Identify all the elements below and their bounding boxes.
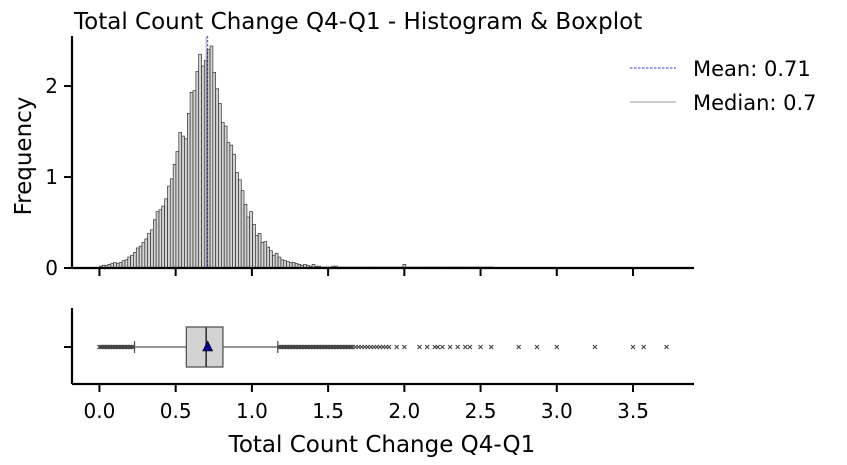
histogram-bar bbox=[218, 102, 222, 269]
histogram-bar bbox=[178, 132, 183, 269]
outlier-marker bbox=[348, 344, 354, 350]
x-tick-label: 2.5 bbox=[465, 399, 497, 423]
outlier-marker bbox=[447, 344, 453, 350]
outlier-marker bbox=[664, 344, 669, 350]
outlier-marker bbox=[401, 344, 407, 350]
x-axis-label: Total Count Change Q4-Q1 bbox=[228, 432, 536, 458]
outlier-marker bbox=[478, 344, 483, 350]
histogram-bar bbox=[274, 253, 279, 269]
x-tick-label: 1.5 bbox=[312, 399, 344, 423]
histogram-bar bbox=[235, 172, 239, 269]
histogram-bar bbox=[246, 216, 251, 269]
histogram-bar bbox=[127, 256, 131, 269]
histogram-bar bbox=[277, 256, 282, 269]
outlier-marker bbox=[455, 344, 461, 350]
histogram-bar bbox=[135, 247, 140, 269]
x-tick-label: 2.0 bbox=[388, 399, 420, 423]
outlier-marker bbox=[592, 344, 598, 350]
histogram-bar bbox=[269, 250, 273, 269]
histogram-bar bbox=[221, 122, 225, 269]
histogram-bar bbox=[150, 229, 154, 269]
histogram-bar bbox=[198, 53, 202, 269]
outlier-marker bbox=[130, 344, 136, 350]
histogram-bar bbox=[164, 198, 168, 269]
outlier-marker bbox=[129, 344, 134, 350]
x-tick-label: 3.5 bbox=[617, 399, 649, 423]
outlier-marker bbox=[424, 344, 430, 350]
histogram-bar bbox=[260, 242, 265, 269]
histogram-bar bbox=[161, 205, 165, 269]
histogram-axes: 0 1 2 bbox=[45, 36, 694, 280]
histogram-bar bbox=[263, 241, 268, 269]
outlier-marker bbox=[641, 344, 647, 350]
chart-title: Total Count Change Q4-Q1 - Histogram & B… bbox=[73, 9, 642, 35]
x-tick-label: 0.5 bbox=[160, 399, 192, 423]
y-tick-label: 0 bbox=[45, 256, 58, 280]
outlier-marker bbox=[386, 344, 392, 350]
outlier-marker bbox=[554, 344, 560, 350]
x-tick-label: 0.0 bbox=[84, 399, 116, 423]
histogram-bar bbox=[232, 153, 236, 269]
outlier-marker bbox=[417, 344, 422, 350]
legend: Mean: 0.71 Median: 0.7 bbox=[630, 57, 817, 115]
outlier-marker bbox=[467, 344, 473, 350]
histogram-bar bbox=[184, 138, 188, 269]
outlier-marker bbox=[440, 344, 445, 350]
legend-label: Mean: 0.71 bbox=[693, 57, 811, 81]
outlier-marker bbox=[534, 344, 540, 350]
x-tick-label: 3.0 bbox=[541, 399, 573, 423]
mean-marker bbox=[202, 340, 214, 352]
outlier-marker bbox=[516, 344, 522, 350]
histogram-bars bbox=[99, 45, 494, 269]
histogram-bar bbox=[240, 190, 245, 269]
histogram-bar bbox=[169, 178, 174, 269]
outlier-marker bbox=[630, 344, 636, 350]
histogram-bar bbox=[141, 242, 146, 269]
histogram-bar bbox=[203, 60, 208, 269]
histogram-bar bbox=[249, 211, 253, 269]
reference-lines bbox=[205, 36, 209, 268]
boxplot-axes: 0.0 0.5 1.0 1.5 2.0 2.5 3.0 3.5 bbox=[64, 308, 694, 423]
histogram-bar bbox=[212, 72, 217, 269]
histogram-bar bbox=[192, 90, 197, 269]
y-axis-label: Frequency bbox=[11, 97, 37, 216]
y-tick-label: 1 bbox=[45, 165, 58, 189]
outlier-marker bbox=[435, 344, 441, 350]
histogram-bar bbox=[175, 151, 180, 269]
y-tick-label: 2 bbox=[45, 74, 58, 98]
histogram-bar bbox=[255, 234, 259, 269]
histogram-bar bbox=[133, 252, 137, 269]
outlier-marker bbox=[394, 344, 400, 350]
legend-label: Median: 0.7 bbox=[693, 91, 817, 115]
outlier-marker bbox=[462, 344, 468, 350]
histogram-bar bbox=[226, 142, 231, 269]
histogram-bar bbox=[189, 92, 194, 269]
histogram-bar bbox=[147, 233, 151, 269]
boxplot bbox=[97, 326, 669, 368]
histogram-bar bbox=[155, 211, 160, 269]
outlier-marker bbox=[488, 344, 494, 350]
x-tick-label: 1.0 bbox=[236, 399, 268, 423]
